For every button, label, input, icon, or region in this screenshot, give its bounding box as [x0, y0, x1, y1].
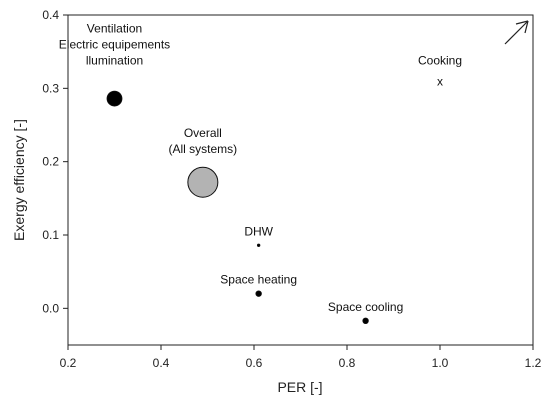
- point-label: Electric equipements: [59, 38, 170, 52]
- data-points: Ventilation Electric equipements lluminati…: [59, 22, 462, 324]
- data-point: [106, 90, 123, 107]
- y-tick-label: 0.2: [42, 155, 59, 169]
- x-tick-label: 0.8: [339, 356, 356, 370]
- axis-ticks: 0.2 0.4 0.6 0.8 1.0 1.2 0.0 0.1 0.2 0.3 0.4: [42, 8, 541, 370]
- point-label: Space cooling: [328, 300, 403, 314]
- plot-frame: [67, 14, 534, 346]
- x-tick-label: 1.2: [525, 356, 542, 370]
- point-label: Ventilation: [87, 22, 142, 36]
- x-axis-title: PER [-]: [277, 379, 322, 395]
- x-tick-label: 0.2: [60, 356, 77, 370]
- data-point: [187, 166, 219, 198]
- point-label: Space heating: [220, 273, 297, 287]
- point-label: Cooking: [418, 54, 462, 68]
- point-label: (All systems): [169, 142, 238, 156]
- y-tick-label: 0.3: [42, 81, 59, 95]
- x-tick-label: 0.6: [246, 356, 263, 370]
- data-point: [362, 317, 369, 324]
- off-scale-arrow: [504, 20, 529, 45]
- x-tick-label: 1.0: [432, 356, 449, 370]
- y-tick-label: 0.0: [42, 301, 59, 315]
- point-label: DHW: [244, 224, 273, 238]
- y-axis-title: Exergy efficiency [-]: [11, 119, 27, 241]
- x-marker: x: [437, 75, 443, 89]
- point-label: Overall: [184, 126, 222, 140]
- point-label: llumination: [86, 54, 143, 68]
- data-point: [255, 290, 262, 297]
- data-point: [256, 243, 261, 247]
- x-tick-label: 0.4: [153, 356, 170, 370]
- y-tick-label: 0.4: [42, 8, 59, 22]
- y-tick-label: 0.1: [42, 228, 59, 242]
